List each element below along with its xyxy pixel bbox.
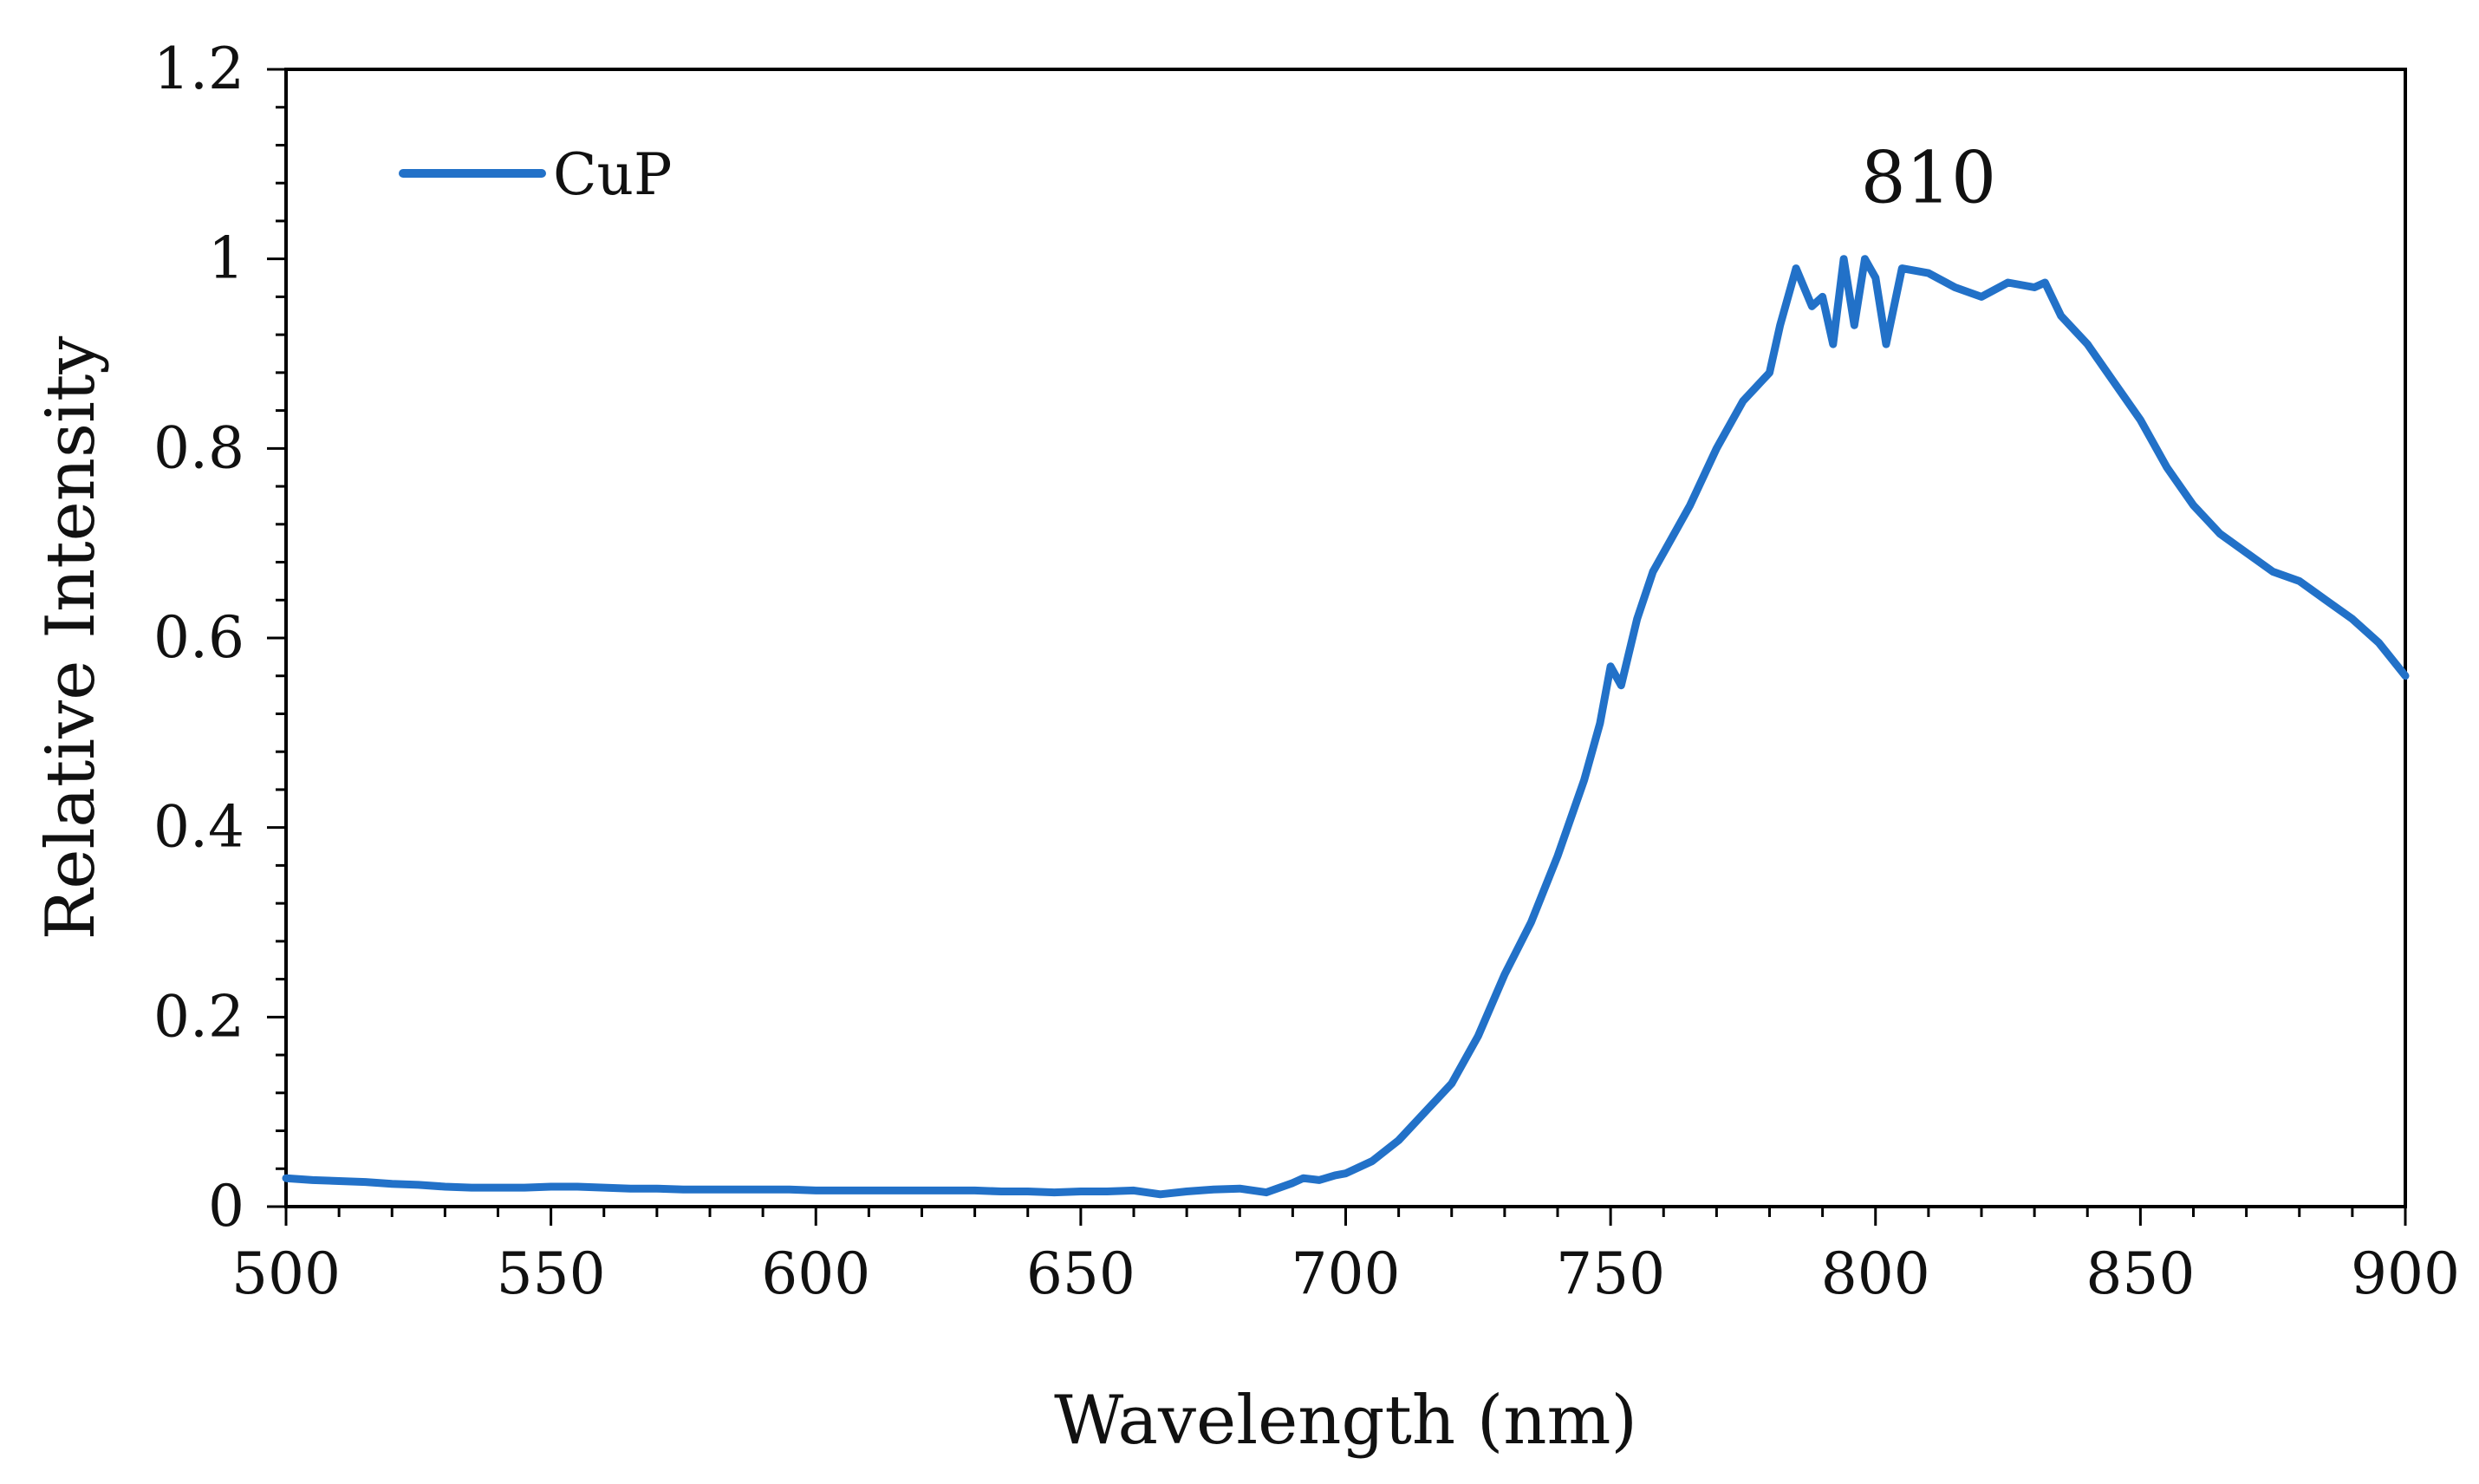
peak-annotation: 810 [1861,138,1997,220]
y-tick-label: 0.4 [153,794,244,861]
y-tick-label: 1.2 [153,36,244,102]
y-tick-label: 0.2 [153,983,244,1050]
y-tick-label: 0 [208,1173,244,1240]
x-tick-label: 800 [1821,1240,1930,1307]
plot-frame [284,68,2407,1208]
x-tick-label: 550 [497,1240,606,1307]
axis-titles-group: Wavelength (nm) Relative Intensity [32,336,1637,1460]
y-tick-label: 1 [208,225,244,292]
series-group [282,255,2410,1199]
x-tick-label: 850 [2085,1240,2195,1307]
legend-label: CuP [553,141,672,208]
y-axis-title: Relative Intensity [32,336,110,941]
y-tick-label: 0.6 [153,604,244,671]
series-line-cup [282,255,2410,1199]
x-tick-label: 750 [1556,1240,1665,1307]
legend: CuP [399,141,672,208]
x-tick-label: 500 [231,1240,341,1307]
y-tick-label: 0.8 [153,414,244,481]
x-tick-label: 700 [1292,1240,1401,1307]
x-tick-label: 600 [761,1240,870,1307]
annotations-group: 810 [1861,138,1997,220]
axes-group [284,68,2407,1208]
ticks-group: 500 550 600 650 700 750 800 850 900 0 0.2 0.4 0.6 0.8… [153,36,2460,1307]
x-tick-label: 900 [2351,1240,2460,1307]
x-axis-title: Wavelength (nm) [1054,1382,1637,1460]
x-tick-label: 650 [1026,1240,1135,1307]
